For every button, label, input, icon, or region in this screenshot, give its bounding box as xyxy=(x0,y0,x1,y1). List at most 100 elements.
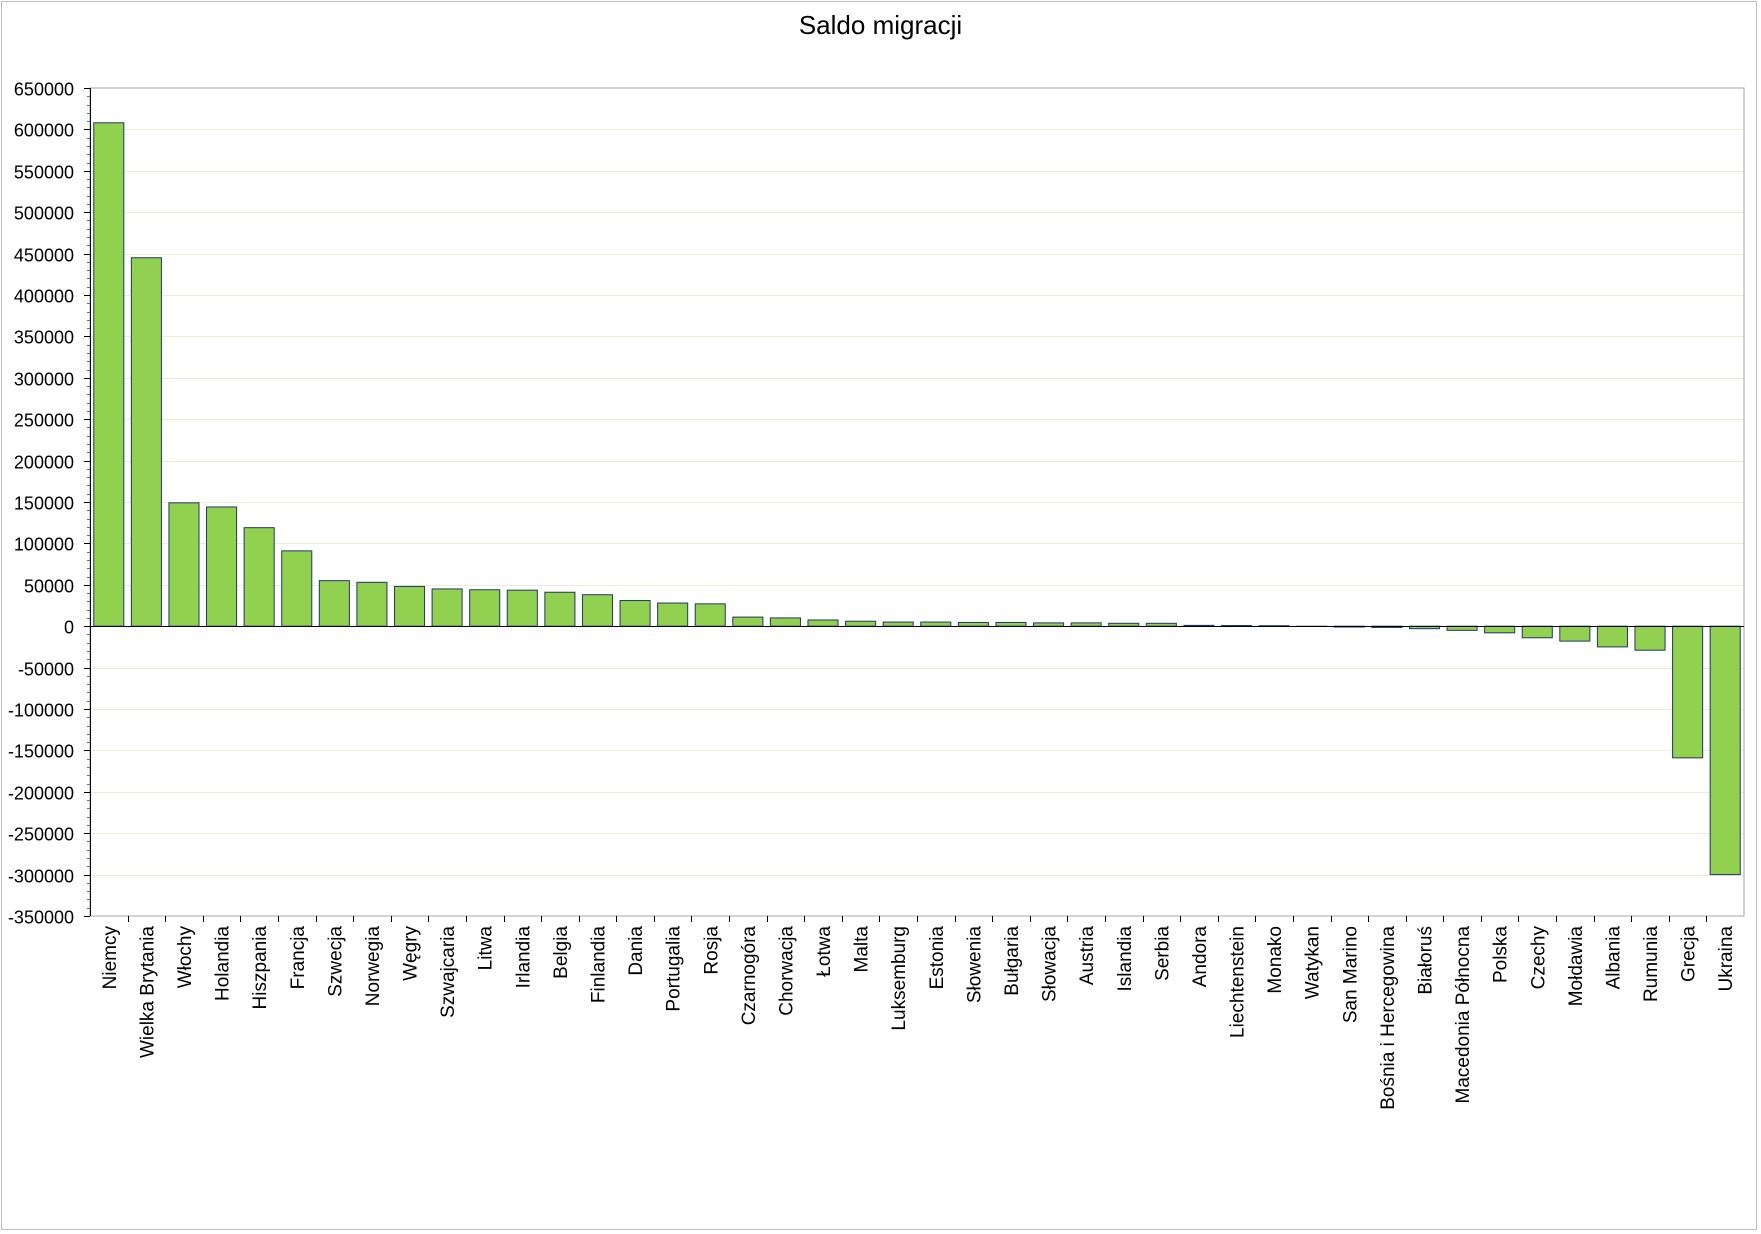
bar xyxy=(769,617,801,627)
x-tick-label: Serbia xyxy=(1152,926,1173,981)
x-tick-label: Norwegia xyxy=(363,926,384,1007)
bar xyxy=(1070,622,1102,627)
y-tick-label: -100000 xyxy=(8,701,74,721)
x-tick-label: Watykan xyxy=(1303,926,1324,999)
x-tick-label: Liechtenstein xyxy=(1228,926,1249,1038)
x-tick-label: Dania xyxy=(626,926,647,976)
x-tick-label: Grecja xyxy=(1679,926,1700,982)
x-tick-label: Czarnogóra xyxy=(739,926,760,1026)
y-tick-label: 0 xyxy=(64,618,74,638)
x-tick-label: Malta xyxy=(852,926,873,973)
bar xyxy=(130,257,162,627)
bar xyxy=(93,122,125,627)
x-tick-label: Niemcy xyxy=(100,926,121,990)
x-tick-label: Mołdawia xyxy=(1566,926,1587,1007)
gridlines xyxy=(90,129,1744,876)
x-tick-label: Polska xyxy=(1491,926,1512,983)
x-tick-label: Czechy xyxy=(1528,926,1549,990)
bar xyxy=(318,580,350,627)
x-tick-label: Łotwa xyxy=(814,926,835,977)
bar xyxy=(995,621,1027,627)
bar xyxy=(1634,625,1666,651)
x-tick-label: Białoruś xyxy=(1415,926,1436,995)
bar xyxy=(845,620,877,627)
bar xyxy=(356,581,388,627)
y-tick-label: -350000 xyxy=(8,908,74,928)
bar xyxy=(1709,625,1741,876)
bar xyxy=(1033,622,1065,627)
x-tick-label: Estonia xyxy=(927,926,948,990)
x-tick-label: Monako xyxy=(1265,926,1286,994)
bar xyxy=(882,621,914,627)
y-tick-label: 200000 xyxy=(14,453,74,473)
x-tick-label: Bośnia i Hercegowina xyxy=(1378,926,1399,1110)
y-tick-label: 500000 xyxy=(14,204,74,224)
bar xyxy=(431,588,463,627)
x-tick-label: Portugalia xyxy=(664,926,685,1012)
bar xyxy=(807,619,839,627)
chart-title: Saldo migracji xyxy=(798,10,963,40)
y-tick-label: 150000 xyxy=(14,494,74,514)
x-tick-label: Finlandia xyxy=(588,926,609,1004)
y-tick-label: 250000 xyxy=(14,411,74,431)
x-tick-label: Szwecja xyxy=(325,926,346,997)
y-tick-label: 650000 xyxy=(14,80,74,100)
bar xyxy=(1108,622,1140,627)
bar xyxy=(657,602,689,627)
x-tick-label: Luksemburg xyxy=(889,926,910,1031)
x-tick-label: Irlandia xyxy=(513,926,534,989)
bar xyxy=(281,550,313,627)
bar xyxy=(619,600,651,627)
bar xyxy=(957,621,989,627)
bar xyxy=(1672,625,1704,759)
x-tick-label: Hiszpania xyxy=(250,926,271,1010)
x-tick-label: Litwa xyxy=(476,926,497,971)
x-tick-label: Holandia xyxy=(213,926,234,1001)
axes xyxy=(84,87,1745,922)
x-tick-label: San Marino xyxy=(1340,926,1361,1023)
bar xyxy=(1484,625,1516,634)
y-tick-label: 550000 xyxy=(14,163,74,183)
bars xyxy=(93,122,1741,876)
y-tick-label: -150000 xyxy=(8,742,74,762)
y-tick-label: 600000 xyxy=(14,121,74,141)
bar xyxy=(243,527,275,627)
x-tick-label: Wielka Brytania xyxy=(137,926,158,1058)
bar xyxy=(1596,625,1628,648)
bar xyxy=(206,506,238,627)
x-tick-label: Włochy xyxy=(175,926,196,989)
x-tick-label: Francja xyxy=(288,926,309,990)
bar xyxy=(1559,625,1591,642)
x-tick-labels: Niemcy Wielka Brytania Włochy Holandia Hiszp… xyxy=(100,926,1737,1110)
x-tick-label: Macedonia Północna xyxy=(1453,926,1474,1104)
bar xyxy=(469,589,501,627)
y-tick-label: 50000 xyxy=(24,577,74,597)
x-tick-label: Chorwacja xyxy=(776,926,797,1016)
y-tick-label: 400000 xyxy=(14,287,74,307)
y-tick-label: 100000 xyxy=(14,535,74,555)
x-tick-label: Ukraina xyxy=(1716,926,1737,992)
y-tick-label: -200000 xyxy=(8,784,74,804)
bar xyxy=(506,589,538,627)
x-tick-label: Rosja xyxy=(701,926,722,975)
y-tick-label: -250000 xyxy=(8,825,74,845)
bar xyxy=(1145,622,1177,627)
x-tick-label: Austria xyxy=(1077,926,1098,986)
y-tick-labels: -350000 -300000 -250000 -200000 -150000 -1000… xyxy=(8,80,74,928)
bar xyxy=(694,603,726,627)
bar xyxy=(732,616,764,627)
x-tick-label: Słowenia xyxy=(964,926,985,1004)
x-tick-label: Szwajcaria xyxy=(438,926,459,1018)
x-tick-label: Albania xyxy=(1603,926,1624,990)
bar xyxy=(581,594,614,627)
bar xyxy=(920,621,952,627)
y-tick-label: 300000 xyxy=(14,370,74,390)
x-tick-label: Słowacja xyxy=(1040,926,1061,1002)
x-tick-label: Węgry xyxy=(401,926,422,981)
x-tick-label: Bułgaria xyxy=(1002,926,1023,996)
y-tick-label: -50000 xyxy=(18,660,74,680)
y-tick-label: 450000 xyxy=(14,246,74,266)
bar xyxy=(544,591,576,627)
y-tick-label: -300000 xyxy=(8,867,74,887)
